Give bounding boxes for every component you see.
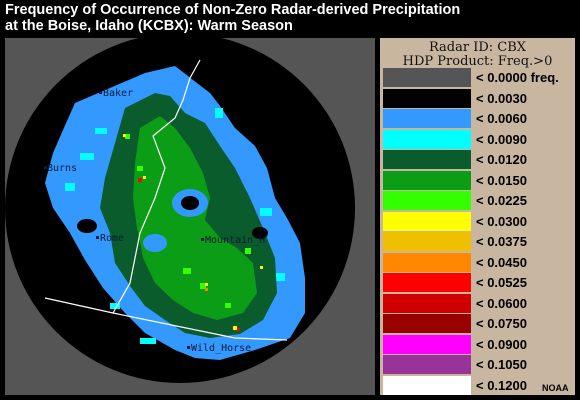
legend-row: < 0.0525: [383, 273, 573, 293]
precip-high-freq-specks: [123, 134, 263, 331]
legend-row: < 0.0300: [383, 211, 573, 232]
legend-swatch: [383, 68, 471, 87]
radar-map-panel: Baker Burns Rome Mountain_H Wild_Horse: [5, 38, 375, 395]
legend: Radar ID: CBX HDP Product: Freq.>0 < 0.0…: [380, 38, 575, 395]
legend-label: < 0.0060: [476, 111, 527, 126]
legend-label: < 0.0090: [476, 131, 527, 147]
legend-row: < 0.0030: [383, 88, 573, 109]
legend-label: < 0.1050: [476, 357, 527, 372]
legend-label: < 0.0750: [476, 316, 527, 331]
legend-swatch: [383, 293, 471, 313]
noaa-credit: NOAA: [542, 383, 569, 393]
legend-product: HDP Product: Freq.>0: [402, 54, 553, 69]
legend-radar-id: Radar ID: CBX: [428, 40, 527, 55]
legend-label: < 0.0000 freq.: [476, 70, 559, 85]
legend-row: < 0.1050: [383, 355, 573, 375]
legend-swatch: [383, 211, 471, 231]
legend-label: < 0.0525: [476, 275, 527, 290]
legend-label: < 0.0030: [476, 90, 527, 106]
legend-row: < 0.0600: [383, 293, 573, 314]
city-rome: Rome: [100, 233, 124, 244]
legend-row: < 0.0375: [383, 232, 573, 252]
legend-swatch: [383, 150, 471, 169]
legend-row: < 0.1200: [383, 375, 573, 396]
legend-label: < 0.0600: [476, 295, 527, 311]
legend-swatch: [383, 109, 471, 128]
legend-row: < 0.0450: [383, 252, 573, 273]
legend-row: < 0.0750: [383, 314, 573, 334]
city-baker: Baker: [103, 88, 133, 99]
precip-cyan-region: [65, 108, 285, 344]
legend-label: < 0.0300: [476, 213, 527, 229]
city-burns: Burns: [47, 163, 77, 174]
legend-row: < 0.0000 freq.: [383, 68, 573, 88]
legend-swatch: [383, 170, 471, 190]
legend-swatch: [383, 355, 471, 374]
legend-label: < 0.0225: [476, 193, 527, 208]
legend-row: < 0.0150: [383, 170, 573, 191]
legend-swatch: [383, 88, 471, 108]
legend-label: < 0.0120: [476, 152, 527, 167]
legend-row: < 0.0225: [383, 191, 573, 211]
legend-swatch: [383, 334, 471, 354]
precip-gaps: [77, 189, 268, 252]
legend-label: < 0.0900: [476, 336, 527, 352]
legend-swatch: [383, 252, 471, 272]
city-mountain-home: Mountain_H: [205, 235, 265, 246]
legend-row: < 0.0120: [383, 150, 573, 170]
legend-row: < 0.0060: [383, 109, 573, 129]
legend-label: < 0.0150: [476, 172, 527, 188]
title-line-2: at the Boise, Idaho (KCBX): Warm Season: [5, 18, 293, 34]
legend-swatch: [383, 191, 471, 210]
legend-label: < 0.0450: [476, 254, 527, 270]
legend-row: < 0.0900: [383, 334, 573, 355]
legend-swatch: [383, 273, 471, 292]
legend-swatch: [383, 129, 471, 149]
title-line-1: Frequency of Occurrence of Non-Zero Rada…: [5, 2, 461, 18]
legend-swatch: [383, 375, 471, 395]
city-labels: Baker Burns Rome Mountain_H Wild_Horse: [44, 88, 265, 354]
legend-label: < 0.1200: [476, 377, 527, 393]
legend-swatch: [383, 232, 471, 251]
legend-row: < 0.0090: [383, 129, 573, 150]
map-title: Frequency of Occurrence of Non-Zero Rada…: [5, 2, 460, 34]
legend-label: < 0.0375: [476, 234, 527, 249]
radar-map: Baker Burns Rome Mountain_H Wild_Horse: [5, 38, 355, 383]
state-borders: [44, 59, 288, 341]
city-wild-horse: Wild_Horse: [191, 343, 251, 354]
legend-swatch: [383, 314, 471, 333]
